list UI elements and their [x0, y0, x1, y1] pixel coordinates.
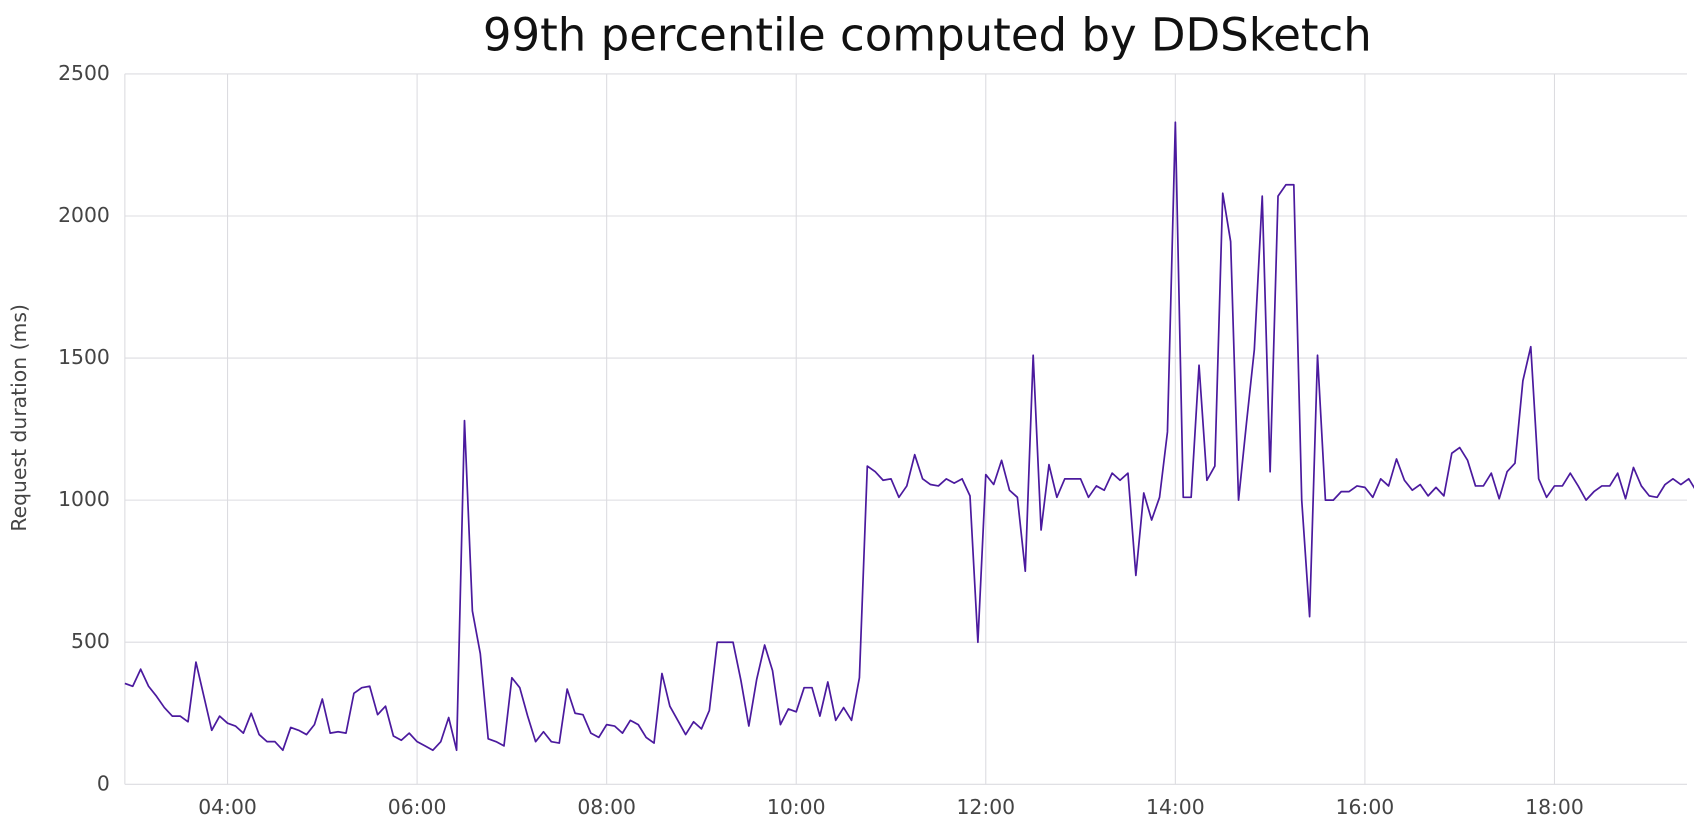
x-tick-label: 14:00	[1146, 795, 1205, 819]
y-axis-label: Request duration (ms)	[7, 304, 31, 531]
x-tick-label: 08:00	[577, 795, 636, 819]
x-tick-label: 18:00	[1525, 795, 1584, 819]
data-line	[124, 121, 1694, 752]
x-tick-label: 06:00	[388, 795, 447, 819]
y-tick-label: 1000	[58, 487, 110, 511]
x-tick-label: 04:00	[198, 795, 257, 819]
y-tick-label: 0	[97, 771, 110, 795]
y-tick-label: 1500	[58, 345, 110, 369]
chart-title: 99th percentile computed by DDSketch	[483, 9, 1372, 62]
x-tick-label: 12:00	[956, 795, 1015, 819]
y-tick-label: 2500	[58, 61, 110, 85]
y-tick-label: 2000	[58, 203, 110, 227]
y-tick-label: 500	[71, 629, 110, 653]
x-tick-label: 16:00	[1336, 795, 1395, 819]
x-tick-label: 10:00	[767, 795, 826, 819]
